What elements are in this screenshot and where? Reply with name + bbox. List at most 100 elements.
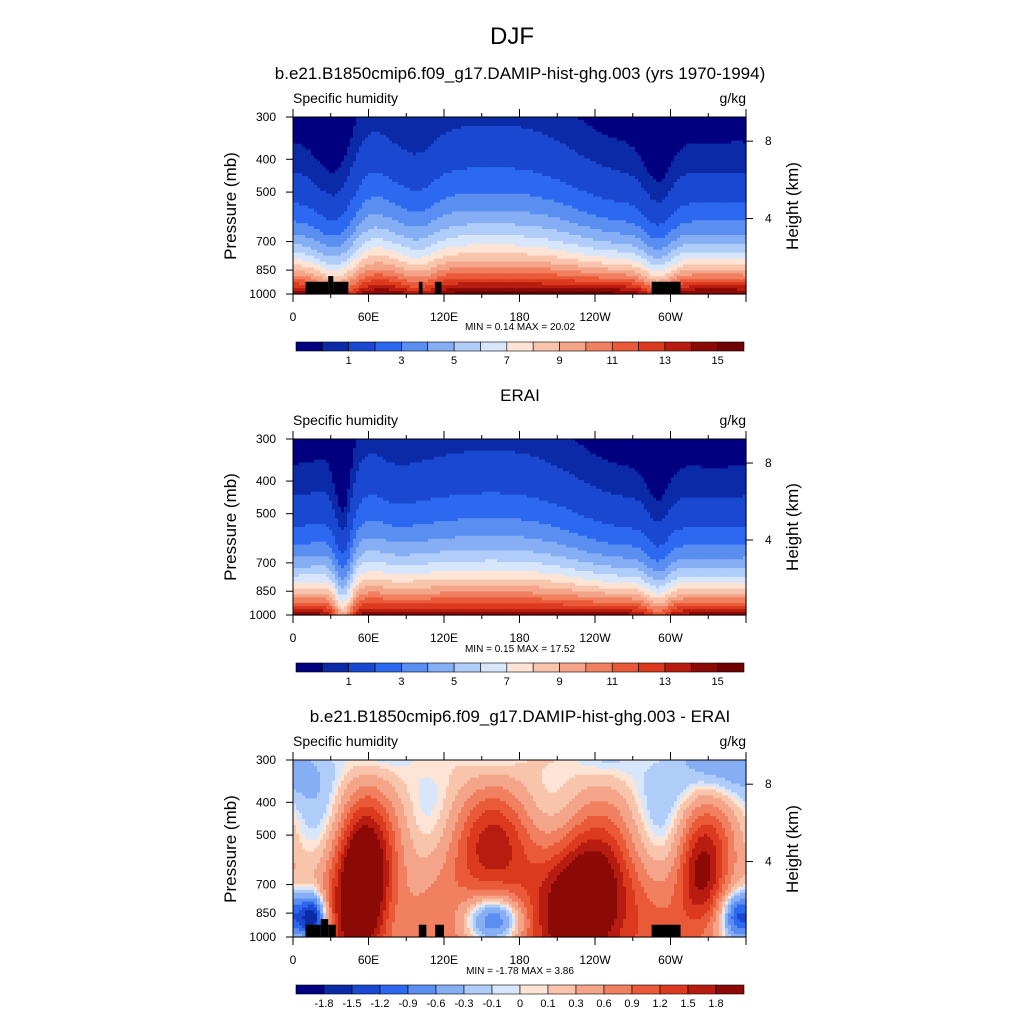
- field-cell: [425, 117, 429, 121]
- field-cell: [704, 146, 708, 151]
- field-cell: [467, 128, 471, 133]
- field-cell: [476, 117, 480, 121]
- field-cell: [473, 131, 477, 136]
- field-cell: [353, 181, 357, 186]
- field-cell: [725, 128, 729, 133]
- field-cell: [542, 181, 546, 186]
- field-cell: [542, 119, 546, 124]
- field-cell: [686, 122, 690, 127]
- field-cell: [584, 178, 588, 183]
- field-cell: [674, 122, 678, 127]
- field-cell: [317, 173, 321, 177]
- field-cell: [374, 152, 378, 156]
- field-cell: [554, 173, 558, 177]
- field-cell: [485, 137, 489, 142]
- field-cell: [554, 140, 558, 145]
- field-cell: [659, 170, 663, 174]
- field-cell: [677, 122, 681, 127]
- field-cell: [308, 152, 312, 156]
- field-cell: [572, 181, 576, 186]
- field-cell: [542, 164, 546, 168]
- field-cell: [497, 181, 501, 186]
- field-cell: [527, 164, 531, 168]
- field-cell: [434, 128, 438, 133]
- field-cell: [494, 155, 498, 159]
- field-cell: [533, 122, 537, 127]
- field-cell: [662, 176, 666, 180]
- field-cell: [350, 143, 354, 148]
- field-cell: [680, 134, 684, 139]
- field-cell: [338, 164, 342, 168]
- field-cell: [515, 184, 519, 189]
- field-cell: [308, 137, 312, 142]
- field-cell: [581, 119, 585, 124]
- field-cell: [707, 167, 711, 171]
- field-cell: [449, 125, 453, 130]
- field-cell: [467, 173, 471, 177]
- field-cell: [629, 146, 633, 151]
- field-cell: [413, 181, 417, 186]
- field-cell: [416, 173, 420, 177]
- field-cell: [665, 155, 669, 159]
- field-cell: [626, 173, 630, 177]
- field-cell: [353, 146, 357, 151]
- field-cell: [389, 119, 393, 124]
- field-cell: [446, 146, 450, 151]
- field-cell: [725, 161, 729, 165]
- field-cell: [347, 119, 351, 124]
- field-cell: [716, 131, 720, 136]
- field-cell: [707, 143, 711, 148]
- field-cell: [599, 143, 603, 148]
- field-cell: [593, 137, 597, 142]
- field-cell: [608, 146, 612, 151]
- field-cell: [575, 155, 579, 159]
- field-cell: [728, 173, 732, 177]
- field-cell: [332, 161, 336, 165]
- field-cell: [380, 155, 384, 159]
- field-cell: [575, 164, 579, 168]
- field-cell: [686, 143, 690, 148]
- field-cell: [335, 137, 339, 142]
- field-cell: [677, 155, 681, 159]
- field-cell: [713, 125, 717, 130]
- field-cell: [479, 161, 483, 165]
- field-cell: [359, 117, 363, 121]
- field-cell: [446, 176, 450, 180]
- field-cell: [596, 181, 600, 186]
- field-cell: [620, 143, 624, 148]
- field-cell: [323, 122, 327, 127]
- field-cell: [635, 137, 639, 142]
- field-cell: [434, 143, 438, 148]
- field-cell: [332, 137, 336, 142]
- field-cell: [647, 119, 651, 124]
- field-cell: [476, 158, 480, 162]
- field-cell: [668, 143, 672, 148]
- field-cell: [629, 173, 633, 177]
- field-cell: [416, 131, 420, 136]
- field-cell: [710, 140, 714, 145]
- field-cell: [731, 161, 735, 165]
- field-cell: [647, 117, 651, 121]
- field-cell: [485, 128, 489, 133]
- field-cell: [431, 128, 435, 133]
- field-cell: [734, 117, 738, 121]
- field-cell: [590, 152, 594, 156]
- field-cell: [719, 140, 723, 145]
- field-cell: [296, 122, 300, 127]
- field-cell: [359, 128, 363, 133]
- field-cell: [683, 143, 687, 148]
- field-cell: [626, 122, 630, 127]
- field-cell: [599, 155, 603, 159]
- field-cell: [311, 155, 315, 159]
- field-cell: [377, 184, 381, 189]
- field-cell: [635, 167, 639, 171]
- field-cell: [500, 176, 504, 180]
- field-cell: [365, 155, 369, 159]
- field-cell: [620, 125, 624, 130]
- field-cell: [308, 176, 312, 180]
- field-cell: [434, 131, 438, 136]
- field-cell: [659, 152, 663, 156]
- field-cell: [401, 161, 405, 165]
- field-cell: [479, 173, 483, 177]
